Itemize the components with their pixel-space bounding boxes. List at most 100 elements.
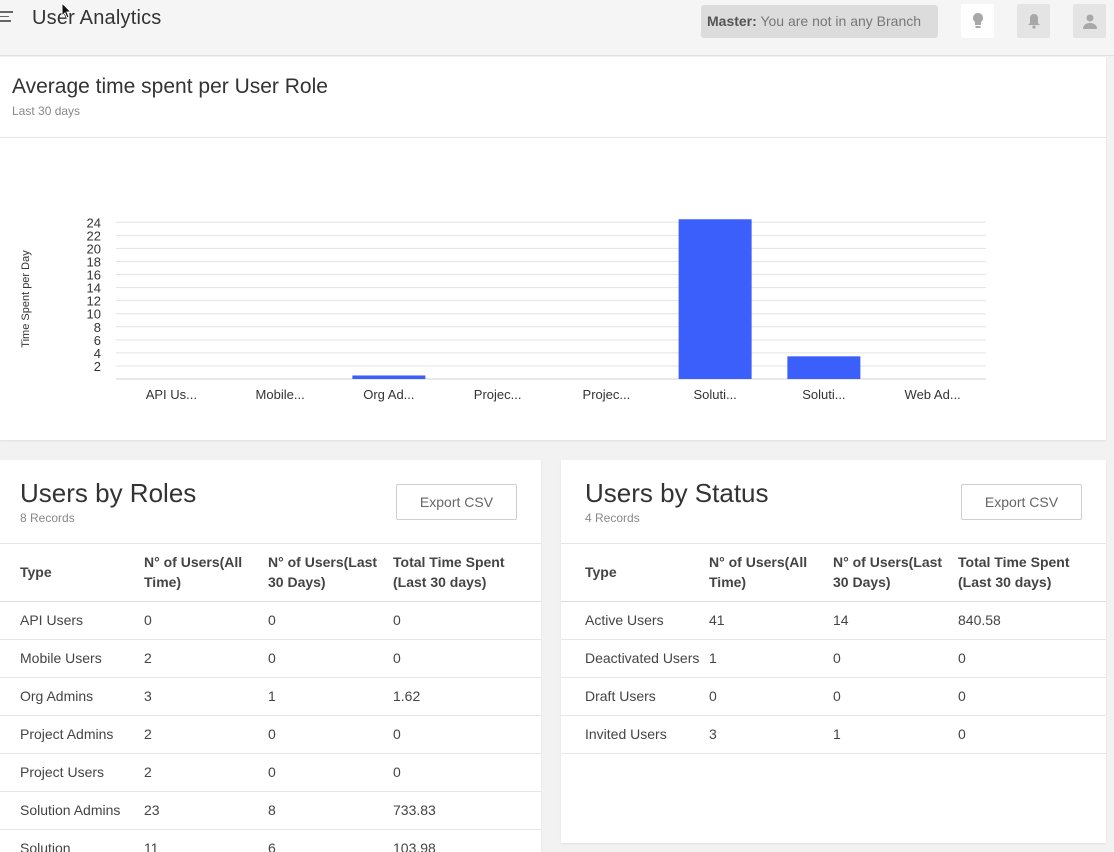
table-row[interactable]: Draft Users 0 0 0 <box>561 677 1106 716</box>
bar <box>678 219 752 379</box>
x-tick-label: Projec... <box>474 387 522 402</box>
cell-total-time: 0 <box>393 753 541 792</box>
y-tick-label: 24 <box>87 215 101 230</box>
cell-type: Org Admins <box>0 677 144 716</box>
mouse-cursor-icon <box>61 2 73 19</box>
chart-subtitle: Last 30 days <box>12 104 81 118</box>
cell-total-time: 0 <box>958 639 1106 678</box>
cell-total-time: 103.98 <box>393 829 541 852</box>
column-header-type[interactable]: Type <box>0 544 144 602</box>
roles-title: Users by Roles <box>20 478 197 508</box>
cell-users-last-30: 6 <box>268 829 393 852</box>
y-tick-label: 2 <box>94 359 101 374</box>
roles-export-csv-button[interactable]: Export CSV <box>396 484 517 520</box>
table-row[interactable]: Project Users 2 0 0 <box>0 753 541 792</box>
cell-users-all-time: 3 <box>144 677 268 716</box>
cell-type: Deactivated Users <box>561 639 709 678</box>
x-tick-label: Soluti... <box>693 387 736 402</box>
cell-users-all-time: 2 <box>144 753 268 792</box>
column-header-users-last-30[interactable]: N° of Users(Last 30 Days) <box>833 544 958 602</box>
y-tick-label: 4 <box>94 346 101 361</box>
table-row[interactable]: Mobile Users 2 0 0 <box>0 639 541 678</box>
table-row[interactable]: Solution 11 6 103.98 <box>0 829 541 852</box>
cell-type: Invited Users <box>561 715 709 754</box>
lightbulb-icon <box>972 13 983 28</box>
cell-users-last-30: 0 <box>833 677 958 716</box>
column-header-total-time[interactable]: Total Time Spent (Last 30 days) <box>958 544 1106 602</box>
roles-record-count: 8 Records <box>20 511 75 525</box>
y-tick-label: 10 <box>87 307 101 322</box>
column-header-users-all-time[interactable]: N° of Users(All Time) <box>144 544 268 602</box>
cell-type: Project Admins <box>0 715 144 754</box>
y-tick-label: 8 <box>94 320 101 335</box>
x-tick-label: Mobile... <box>256 387 305 402</box>
x-tick-label: Soluti... <box>802 387 845 402</box>
bar <box>787 356 861 379</box>
users-by-roles-card: Users by Roles 8 Records Export CSV Type… <box>0 460 541 852</box>
cell-total-time: 0 <box>393 715 541 754</box>
cell-users-last-30: 0 <box>268 753 393 792</box>
status-title: Users by Status <box>585 478 769 508</box>
table-row[interactable]: Solution Admins 23 8 733.83 <box>0 791 541 830</box>
cell-type: Solution Admins <box>0 791 144 830</box>
cell-users-all-time: 23 <box>144 791 268 830</box>
y-tick-label: 6 <box>94 333 101 348</box>
column-header-type[interactable]: Type <box>561 544 709 602</box>
cell-type: Active Users <box>561 601 709 640</box>
roles-table: Type N° of Users(All Time) N° of Users(L… <box>0 544 541 852</box>
cell-users-all-time: 11 <box>144 829 268 852</box>
branch-label: Master: <box>707 13 757 29</box>
y-tick-label: 16 <box>87 268 101 283</box>
cell-users-all-time: 1 <box>709 639 833 678</box>
x-tick-label: Web Ad... <box>905 387 961 402</box>
top-bar: User Analytics Master: You are not in an… <box>0 0 1114 56</box>
user-icon <box>1082 14 1097 29</box>
column-header-users-last-30[interactable]: N° of Users(Last 30 Days) <box>268 544 393 602</box>
roles-table-body: API Users 0 0 0 Mobile Users 2 0 0 Org Admins 3 1 1… <box>0 601 541 852</box>
hamburger-menu-icon[interactable] <box>0 11 13 23</box>
cell-users-last-30: 1 <box>833 715 958 754</box>
cell-users-all-time: 0 <box>144 601 268 640</box>
x-tick-label: Projec... <box>583 387 631 402</box>
status-table-body: Active Users 41 14 840.58 Deactivated Users 1… <box>561 601 1106 754</box>
cell-total-time: 733.83 <box>393 791 541 830</box>
y-tick-label: 12 <box>87 294 101 309</box>
time-per-role-chart-card: Average time spent per User Role Last 30… <box>0 57 1106 440</box>
roles-card-header: Users by Roles 8 Records Export CSV <box>0 460 541 544</box>
cell-users-all-time: 0 <box>709 677 833 716</box>
cell-type: Mobile Users <box>0 639 144 678</box>
table-row[interactable]: Deactivated Users 1 0 0 <box>561 639 1106 678</box>
table-row[interactable]: Org Admins 3 1 1.62 <box>0 677 541 716</box>
column-header-total-time[interactable]: Total Time Spent (Last 30 days) <box>393 544 541 602</box>
table-row[interactable]: Active Users 41 14 840.58 <box>561 601 1106 640</box>
cell-users-all-time: 2 <box>144 715 268 754</box>
status-export-csv-button[interactable]: Export CSV <box>961 484 1082 520</box>
table-row[interactable]: Project Admins 2 0 0 <box>0 715 541 754</box>
cell-total-time: 0 <box>393 639 541 678</box>
cell-users-last-30: 8 <box>268 791 393 830</box>
cell-total-time: 840.58 <box>958 601 1106 640</box>
branch-indicator[interactable]: Master: You are not in any Branch <box>701 5 938 38</box>
branch-text: You are not in any Branch <box>760 13 922 29</box>
profile-button[interactable] <box>1073 4 1106 38</box>
status-table: Type N° of Users(All Time) N° of Users(L… <box>561 544 1106 754</box>
table-header-row: Type N° of Users(All Time) N° of Users(L… <box>561 544 1106 602</box>
tips-button[interactable] <box>961 4 994 38</box>
notifications-button[interactable] <box>1017 4 1050 38</box>
cell-users-last-30: 1 <box>268 677 393 716</box>
cell-users-last-30: 0 <box>833 639 958 678</box>
cell-users-last-30: 14 <box>833 601 958 640</box>
cell-type: Project Users <box>0 753 144 792</box>
chart-header: Average time spent per User Role Last 30… <box>0 57 1106 138</box>
cell-total-time: 0 <box>958 715 1106 754</box>
cell-total-time: 1.62 <box>393 677 541 716</box>
column-header-users-all-time[interactable]: N° of Users(All Time) <box>709 544 833 602</box>
table-header-row: Type N° of Users(All Time) N° of Users(L… <box>0 544 541 602</box>
table-row[interactable]: Invited Users 3 1 0 <box>561 715 1106 754</box>
status-card-header: Users by Status 4 Records Export CSV <box>561 460 1106 544</box>
table-row[interactable]: API Users 0 0 0 <box>0 601 541 640</box>
y-tick-label: 22 <box>87 228 101 243</box>
cell-users-last-30: 0 <box>268 601 393 640</box>
cell-total-time: 0 <box>958 677 1106 716</box>
